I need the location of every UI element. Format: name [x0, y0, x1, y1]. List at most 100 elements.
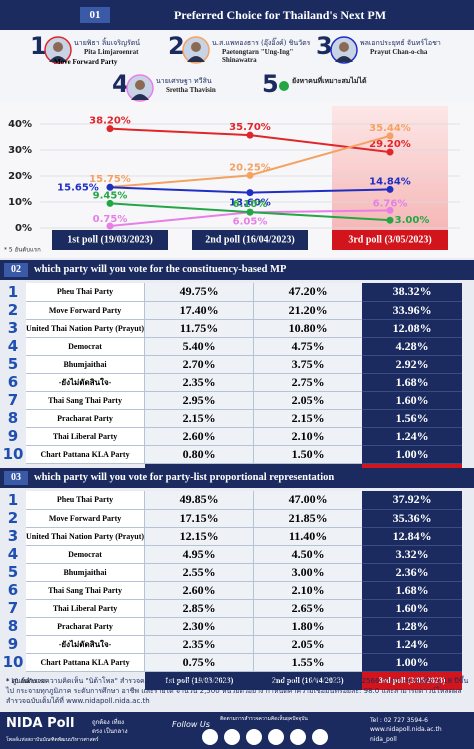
photo-head [135, 80, 145, 90]
slogan: ติดตามการสำรวจความคิดเห็นยุคปัจจุบัน [220, 716, 308, 722]
data-point [106, 183, 114, 191]
candidate-number: 3 [316, 32, 333, 60]
data-label: 13.60% [229, 198, 271, 209]
data-label: 20.25% [229, 162, 271, 173]
percentage: 2.92% [362, 355, 463, 374]
party-name: Pheu Thai Party [26, 491, 145, 510]
table-row: 5 Bhumjaithai 2.70% 3.75% 2.92% [0, 355, 463, 374]
rank: 8 [7, 409, 19, 427]
data-label: 35.70% [229, 122, 271, 133]
table-row: 1 Pheu Thai Party 49.85% 47.00% 37.92% [0, 491, 463, 510]
percentage: 5.40% [144, 337, 254, 356]
party-name: Democrat [26, 337, 145, 356]
header-bar: 01 Preferred Choice for Thailand's Next … [0, 0, 474, 30]
y-tick-label: 40% [8, 119, 32, 130]
percentage: 1.68% [362, 581, 463, 600]
data-label: 35.44% [369, 123, 411, 134]
candidate-thai-name: นายเศรษฐา ทวีสิน [156, 77, 212, 85]
data-label: 14.84% [369, 176, 411, 187]
table-row: 10 Chart Pattana KLA Party 0.75% 1.55% 1.00% [0, 653, 463, 672]
percentage: 2.10% [253, 427, 363, 446]
percentage: 49.75% [144, 283, 254, 302]
percentage: 2.15% [144, 409, 254, 428]
data-point [246, 189, 254, 197]
party-name: Thai Liberal Party [26, 599, 145, 618]
data-label: 9.45% [93, 190, 128, 201]
percentage: 2.95% [144, 391, 254, 410]
data-label: 0.75% [93, 214, 128, 225]
candidate: 4 นายเศรษฐา ทวีสิน Srettha Thavisin [112, 70, 262, 102]
table-row: 6 Thai Sang Thai Party 2.60% 2.10% 1.68% [0, 581, 463, 600]
candidate-number: 2 [168, 32, 185, 60]
percentage: 21.85% [253, 509, 363, 528]
rank: 5 [7, 563, 19, 581]
percentage: 3.00% [253, 563, 363, 582]
section-number: 03 [4, 471, 28, 485]
party-name: -ยังไม่ตัดสินใจ- [26, 635, 145, 654]
header-title: Preferred Choice for Thailand's Next PM [173, 8, 387, 22]
party-table: 1 Pheu Thai Party 49.85% 47.00% 37.92% 2 Move … [0, 491, 463, 690]
data-label: 3.00% [395, 215, 430, 226]
data-point [386, 206, 394, 214]
table-footer: * 10 อันดับแรก 1st poll (19/03/2023)2nd p… [0, 671, 463, 690]
photo-body [335, 56, 353, 62]
table-row: 3 United Thai Nation Party (Prayut) 12.15%… [0, 527, 463, 546]
table-row: 8 Pracharat Party 2.30% 1.80% 1.28% [0, 617, 463, 636]
y-tick-label: 20% [8, 171, 32, 182]
percentage: 35.36% [362, 509, 463, 528]
percentage: 17.40% [144, 301, 254, 320]
tel: Tel : 02 727 3594-6 [370, 717, 428, 724]
table-row: 10 Chart Pattana KLA Party 0.80% 1.50% 1.00% [0, 445, 463, 464]
brand: NIDA Poll [6, 716, 75, 731]
data-label: 15.65% [57, 182, 99, 193]
party-name: Move Forward Party [26, 509, 145, 528]
candidate: 5 ยังหาคนที่เหมาะสมไม่ได้ [262, 70, 412, 102]
data-point [386, 148, 394, 156]
party-name: Chart Pattana KLA Party [26, 445, 145, 464]
percentage: 12.15% [144, 527, 254, 546]
data-label: 6.10% [233, 199, 268, 210]
table-row: 6 -ยังไม่ตัดสินใจ- 2.35% 2.75% 1.68% [0, 373, 463, 392]
data-point [106, 125, 114, 133]
party-name: Pheu Thai Party [26, 283, 145, 302]
website: www.nidapoll.nida.ac.th [370, 726, 442, 733]
party-name: Thai Liberal Party [26, 427, 145, 446]
chart-note: * 5 อันดับแรก [4, 247, 41, 254]
percentage: 1.60% [362, 391, 463, 410]
rank: 2 [7, 509, 19, 527]
data-point [246, 131, 254, 139]
table-row: 8 Pracharat Party 2.15% 2.15% 1.56% [0, 409, 463, 428]
social-icons [202, 729, 328, 745]
data-label: 15.75% [89, 174, 131, 185]
candidate: 1 นายพิธา ลิ้มเจริญรัตน์ Pita Limjaroenrat… [30, 32, 180, 66]
candidates: 1 นายพิธา ลิ้มเจริญรัตน์ Pita Limjaroenrat… [0, 30, 474, 102]
candidate: 2 น.ส.แพทองธาร (อุ๊งอิ๊งค์) ชินวัตร Paeton… [168, 32, 318, 64]
percentage: 1.24% [362, 635, 463, 654]
candidate-number: 4 [112, 70, 129, 98]
photo-body [131, 94, 149, 100]
data-label: 6.05% [233, 216, 268, 227]
percentage: 1.50% [253, 445, 363, 464]
rank: 8 [7, 617, 19, 635]
rank: 4 [7, 545, 19, 563]
table-row: 2 Move Forward Party 17.40% 21.20% 33.96% [0, 301, 463, 320]
percentage: 2.35% [144, 373, 254, 392]
percentage: 10.80% [253, 319, 363, 338]
data-point [246, 171, 254, 179]
footer-note: * ศูนย์สำรวจความคิดเห็น "นิด้าโพล" สำรวจ… [6, 677, 469, 705]
section-title: which party will you vote for party-list… [34, 472, 335, 483]
follow-us: Follow Us [172, 720, 210, 729]
data-point [106, 199, 114, 207]
y-tick-label: 0% [15, 223, 32, 234]
candidate-marker [279, 81, 289, 91]
percentage: 49.85% [144, 491, 254, 510]
percentage: 2.05% [253, 391, 363, 410]
table-row: 1 Pheu Thai Party 49.75% 47.20% 38.32% [0, 283, 463, 302]
percentage: 2.85% [144, 599, 254, 618]
party-name: Chart Pattana KLA Party [26, 653, 145, 672]
percentage: 37.92% [362, 491, 463, 510]
data-point [386, 132, 394, 140]
candidate-photo [182, 36, 210, 64]
rank: 2 [7, 301, 19, 319]
